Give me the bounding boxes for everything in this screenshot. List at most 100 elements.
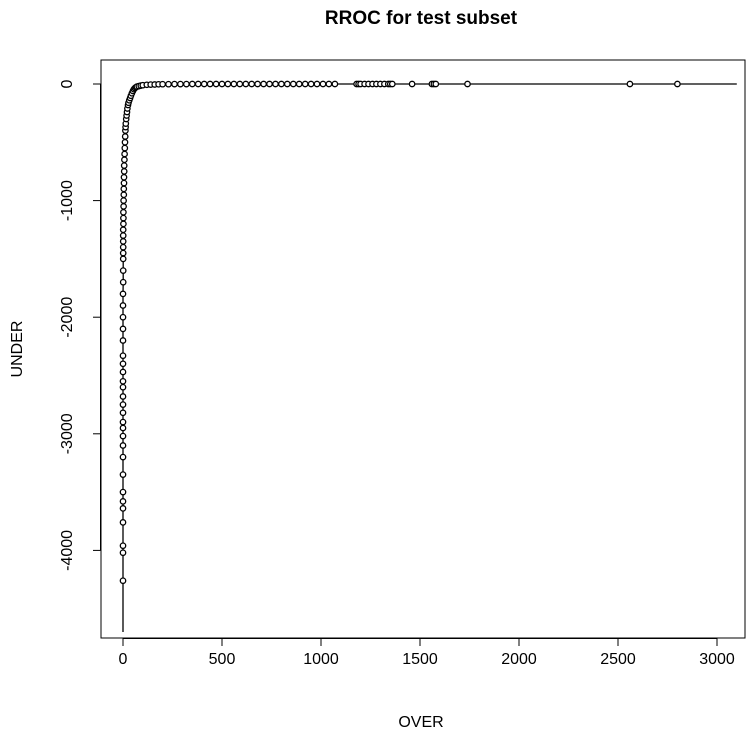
data-point: [230, 80, 238, 88]
data-point: [272, 80, 279, 88]
plot-area: [119, 80, 737, 632]
x-tick-label: 2500: [600, 651, 636, 668]
data-point: [325, 80, 333, 88]
data-point: [119, 442, 127, 449]
data-point: [119, 549, 127, 557]
data-point: [121, 138, 129, 146]
data-point: [119, 424, 127, 432]
data-point: [432, 80, 440, 88]
data-point: [120, 208, 127, 216]
data-point: [248, 80, 256, 88]
data-point: [119, 238, 127, 245]
data-point: [120, 214, 127, 222]
data-point: [119, 352, 127, 360]
x-axis: 0 500 1000 1500 2000 2500 3000: [119, 638, 735, 668]
data-point: [121, 133, 129, 140]
x-tick-label: 2000: [501, 651, 537, 668]
data-point: [313, 80, 321, 88]
data-point: [319, 80, 327, 88]
y-tick-label: -2000: [59, 297, 76, 338]
y-tick-label: -3000: [59, 413, 76, 454]
data-point: [260, 80, 267, 88]
data-point: [120, 179, 128, 187]
data-point: [121, 144, 129, 152]
data-point: [295, 80, 303, 88]
data-point: [120, 197, 127, 204]
data-point: [119, 498, 127, 505]
data-point: [119, 278, 127, 286]
data-point: [119, 302, 127, 309]
data-point: [200, 80, 208, 88]
data-point: [408, 80, 416, 88]
y-tick-label: -1000: [59, 180, 76, 221]
x-tick-label: 1000: [303, 651, 339, 668]
data-point: [120, 185, 128, 193]
data-point: [254, 80, 261, 88]
plot-frame: [100, 59, 746, 639]
x-tick-label: 500: [209, 651, 236, 668]
data-point: [119, 393, 127, 400]
data-point: [119, 377, 127, 385]
data-point: [119, 453, 127, 461]
data-point: [464, 80, 471, 88]
data-point: [159, 80, 166, 88]
data-point: [218, 80, 226, 88]
data-point: [236, 80, 244, 88]
chart-title: RROC for test subset: [325, 8, 518, 29]
y-axis: 0 -1000 -2000 -3000 -4000: [59, 79, 101, 571]
data-point: [119, 337, 127, 344]
x-axis-label: OVER: [398, 714, 443, 731]
y-tick-label: 0: [59, 79, 76, 88]
data-point: [242, 80, 250, 88]
data-point: [212, 80, 220, 88]
data-point: [119, 471, 127, 478]
data-point: [119, 383, 127, 391]
data-point: [119, 409, 127, 417]
data-point: [119, 542, 127, 550]
data-point: [119, 325, 127, 333]
data-point: [119, 313, 127, 321]
data-point: [183, 80, 190, 88]
data-point: [626, 80, 634, 88]
data-point: [119, 432, 127, 440]
data-point: [119, 401, 127, 408]
data-point: [674, 80, 681, 88]
data-point: [119, 232, 127, 239]
data-point: [120, 173, 128, 181]
data-point: [119, 360, 127, 368]
data-point: [206, 80, 214, 88]
data-point: [307, 80, 315, 88]
data-point: [266, 80, 273, 88]
data-point: [119, 505, 127, 512]
data-point: [121, 156, 128, 164]
data-point: [120, 203, 127, 210]
data-point: [301, 80, 309, 88]
data-point: [188, 80, 196, 88]
data-point: [283, 80, 291, 88]
data-point: [119, 226, 127, 234]
data-point: [278, 80, 285, 88]
data-point: [331, 80, 339, 88]
data-point: [119, 267, 127, 274]
y-tick-label: -4000: [59, 530, 76, 571]
x-tick-label: 1500: [402, 651, 438, 668]
data-point: [177, 80, 184, 88]
data-point: [120, 220, 127, 228]
data-point: [171, 80, 178, 88]
data-point: [194, 80, 202, 88]
data-point: [119, 577, 127, 585]
data-point: [119, 418, 127, 426]
data-point: [388, 80, 396, 88]
data-point: [119, 255, 127, 263]
data-point: [121, 150, 128, 158]
data-point: [119, 368, 127, 376]
data-point: [119, 243, 127, 251]
data-point: [120, 168, 128, 175]
data-point: [120, 191, 128, 199]
data-point: [119, 290, 127, 298]
x-tick-label: 0: [119, 651, 128, 668]
data-point: [120, 162, 128, 169]
data-point: [289, 80, 297, 88]
data-point: [119, 249, 127, 257]
